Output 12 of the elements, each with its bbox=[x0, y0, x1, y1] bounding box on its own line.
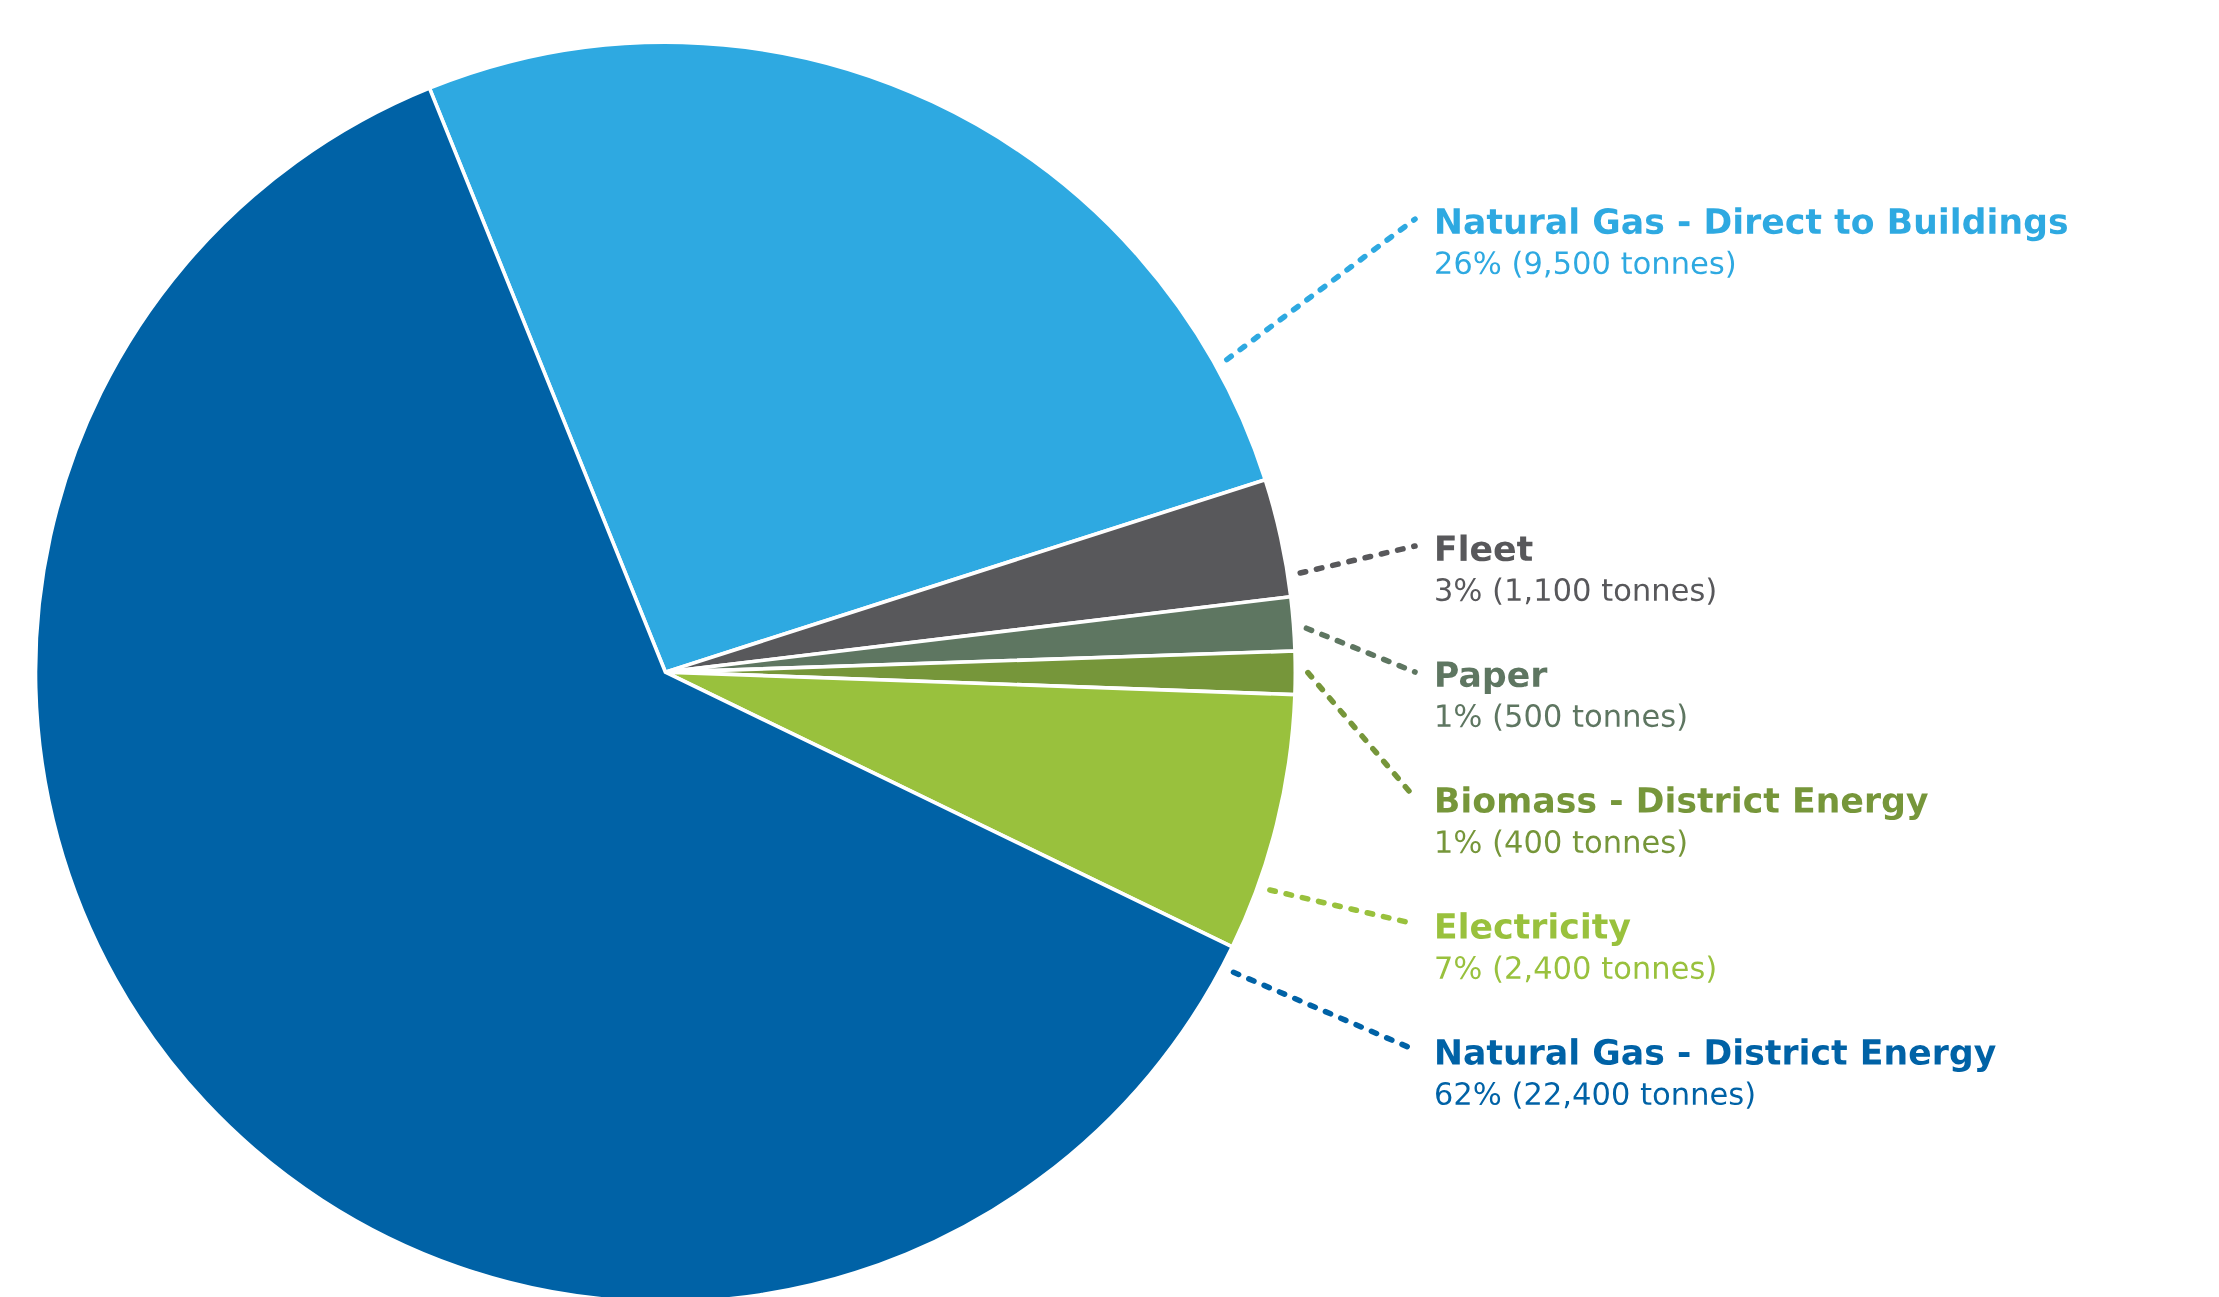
data-label: 1% (400 tonnes) bbox=[1437, 829, 1686, 857]
slice-label: Paper bbox=[1437, 661, 1548, 695]
slice-label: Natural Gas - Direct to Buildings bbox=[1437, 207, 2067, 242]
slice-label: Natural Gas - District Energy bbox=[1437, 1038, 1996, 1073]
data-label: 7% (2,400 tonnes) bbox=[1436, 955, 1715, 983]
slice-label: Electricity bbox=[1437, 912, 1631, 947]
data-label: 3% (1,100 tonnes) bbox=[1436, 577, 1715, 605]
data-label: 62% (22,400 tonnes) bbox=[1436, 1081, 1754, 1109]
data-label: 26% (9,500 tonnes) bbox=[1436, 250, 1735, 278]
data-label: 1% (500 tonnes) bbox=[1437, 703, 1686, 731]
slice-label: Fleet bbox=[1437, 534, 1533, 562]
slice-label: Biomass - District Energy bbox=[1437, 786, 1928, 821]
